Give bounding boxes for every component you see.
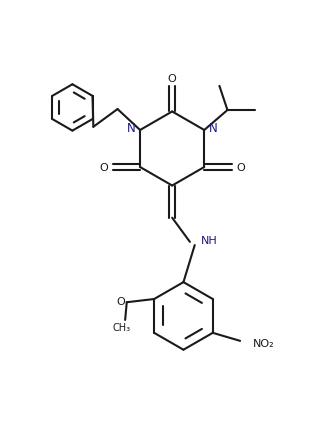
Text: O: O [236, 163, 245, 172]
Text: O: O [116, 296, 125, 306]
Text: NH: NH [201, 236, 217, 246]
Text: O: O [99, 163, 108, 172]
Text: N: N [127, 122, 136, 135]
Text: N: N [209, 122, 217, 135]
Text: CH₃: CH₃ [112, 322, 130, 332]
Text: O: O [168, 74, 176, 84]
Text: NO₂: NO₂ [253, 339, 274, 349]
